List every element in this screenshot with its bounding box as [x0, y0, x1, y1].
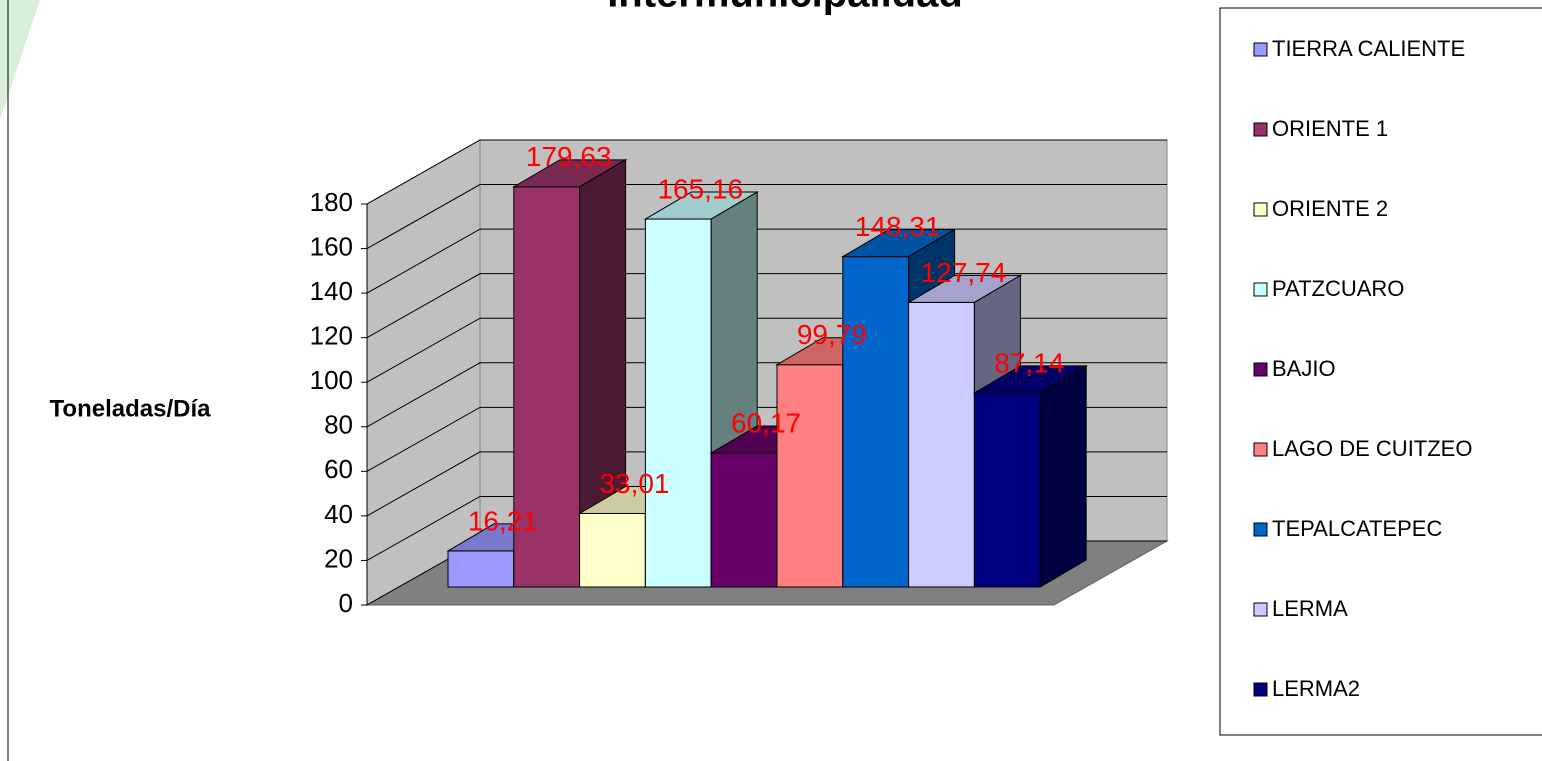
data-label: 127,74	[921, 257, 1007, 288]
y-axis-label: Toneladas/Día	[50, 395, 212, 422]
data-label: 16,21	[468, 505, 538, 536]
y-tick-label: 160	[310, 231, 353, 261]
bar	[842, 256, 910, 588]
data-label: 33,01	[599, 468, 669, 499]
bar	[644, 218, 712, 588]
legend-label: ORIENTE 2	[1272, 196, 1388, 221]
data-label: 165,16	[657, 173, 743, 204]
y-tick-label: 0	[339, 588, 353, 618]
legend-label: PATZCUARO	[1272, 276, 1404, 301]
y-tick-label: 60	[324, 454, 353, 484]
legend-label: TEPALCATEPEC	[1272, 516, 1442, 541]
y-tick-label: 180	[310, 187, 353, 217]
data-label: 87,14	[994, 347, 1064, 378]
grid-line	[366, 139, 1167, 205]
y-tick-label: 100	[310, 365, 353, 395]
legend-swatch	[1253, 602, 1268, 617]
legend-swatch	[1253, 442, 1268, 457]
legend-swatch	[1253, 682, 1268, 697]
bar	[776, 364, 844, 588]
bar	[973, 392, 1041, 588]
legend-label: LAGO DE CUITZEO	[1272, 436, 1472, 461]
bar	[513, 186, 581, 588]
bar-side	[1039, 364, 1087, 588]
bar	[579, 512, 646, 588]
decoration	[0, 0, 40, 120]
legend-swatch	[1253, 122, 1268, 137]
legend-swatch	[1253, 282, 1268, 297]
legend-label: LERMA	[1272, 596, 1348, 621]
data-label: 60,17	[731, 407, 801, 438]
chart-title: Intermunicipalidad	[607, 0, 963, 16]
y-tick-label: 20	[324, 543, 353, 573]
y-tick-label: 140	[310, 276, 353, 306]
data-label: 148,31	[855, 211, 941, 242]
legend	[1219, 7, 1542, 736]
legend-label: LERMA2	[1272, 676, 1360, 701]
bar	[710, 452, 778, 588]
legend-swatch	[1253, 522, 1268, 537]
data-label: 99,79	[797, 319, 867, 350]
grid-line	[366, 184, 1167, 249]
legend-label: ORIENTE 1	[1272, 116, 1388, 141]
legend-swatch	[1253, 202, 1268, 217]
legend-label: TIERRA CALIENTE	[1272, 36, 1465, 61]
y-tick-label: 40	[324, 499, 353, 529]
bar	[447, 550, 515, 588]
bar	[908, 301, 975, 588]
y-tick-label: 80	[324, 410, 353, 440]
y-tick-label: 120	[310, 321, 353, 351]
legend-label: BAJIO	[1272, 356, 1336, 381]
data-label: 179,63	[526, 141, 612, 172]
legend-swatch	[1253, 42, 1268, 57]
legend-swatch	[1253, 362, 1268, 377]
